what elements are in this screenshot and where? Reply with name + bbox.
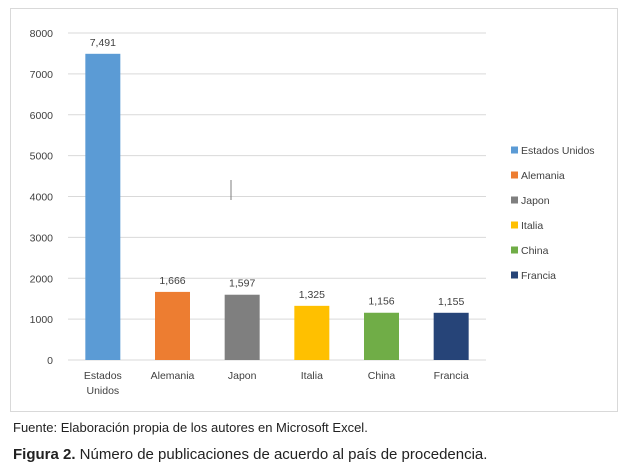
data-label: 1,155 bbox=[438, 296, 464, 308]
data-label: 1,156 bbox=[368, 296, 394, 308]
legend: Estados Unidos Alemania Japon Italia China Fr… bbox=[511, 145, 595, 282]
legend-label: Japon bbox=[521, 195, 550, 207]
bar bbox=[433, 312, 469, 360]
y-tick-label: 8000 bbox=[30, 28, 54, 40]
legend-swatch bbox=[511, 246, 518, 254]
y-tick-label: 0 bbox=[47, 355, 53, 367]
bar bbox=[155, 291, 190, 360]
y-tick-label: 6000 bbox=[30, 110, 54, 122]
legend-swatch bbox=[511, 171, 518, 179]
x-tick-label: Alemania bbox=[151, 370, 195, 382]
legend-label: Alemania bbox=[521, 170, 565, 182]
data-label: 1,325 bbox=[299, 289, 325, 301]
figure-caption: Figura 2. Número de publicaciones de acu… bbox=[13, 446, 487, 463]
source-note: Fuente: Elaboración propia de los autore… bbox=[13, 420, 368, 435]
y-tick-label: 7000 bbox=[30, 69, 54, 81]
x-tick-label: Italia bbox=[301, 370, 323, 382]
legend-swatch bbox=[511, 146, 518, 154]
bar bbox=[224, 294, 260, 360]
x-tick-label: China bbox=[368, 370, 396, 382]
legend-swatch bbox=[511, 196, 518, 204]
legend-swatch bbox=[511, 271, 518, 279]
y-tick-label: 1000 bbox=[30, 314, 54, 326]
y-tick-label: 3000 bbox=[30, 232, 54, 244]
y-tick-label: 4000 bbox=[30, 192, 54, 204]
bar-chart: 0 1000 2000 3000 4000 5000 6000 7000 8000 7,491 1… bbox=[30, 28, 595, 397]
x-tick-label: Estados Unidos bbox=[84, 370, 122, 397]
x-axis-ticks: Estados Unidos Alemania Japon Italia China Fra… bbox=[84, 370, 469, 397]
y-tick-label: 2000 bbox=[30, 273, 54, 285]
y-axis-ticks: 0 1000 2000 3000 4000 5000 6000 7000 8000 bbox=[30, 28, 54, 367]
figure-number: Figura 2. bbox=[13, 446, 76, 463]
data-label: 1,597 bbox=[229, 278, 255, 290]
x-tick-label: Francia bbox=[434, 370, 469, 382]
bar bbox=[364, 312, 399, 360]
legend-label: China bbox=[521, 245, 549, 257]
bars bbox=[85, 53, 469, 361]
legend-label: Estados Unidos bbox=[521, 145, 595, 157]
gridlines bbox=[68, 32, 486, 361]
x-tick-label: Japon bbox=[228, 370, 257, 382]
bar bbox=[294, 305, 330, 360]
chart-frame: 0 1000 2000 3000 4000 5000 6000 7000 8000 7,491 1… bbox=[10, 8, 618, 412]
legend-label: Italia bbox=[521, 220, 543, 232]
data-label: 7,491 bbox=[90, 37, 116, 49]
figure-caption-text: Número de publicaciones de acuerdo al pa… bbox=[75, 446, 488, 463]
legend-swatch bbox=[511, 221, 518, 229]
y-tick-label: 5000 bbox=[30, 151, 54, 163]
legend-label: Francia bbox=[521, 270, 556, 282]
bar bbox=[85, 53, 121, 361]
data-label: 1,666 bbox=[159, 275, 185, 287]
data-labels: 7,491 1,666 1,597 1,325 1,156 1,155 bbox=[90, 37, 465, 308]
